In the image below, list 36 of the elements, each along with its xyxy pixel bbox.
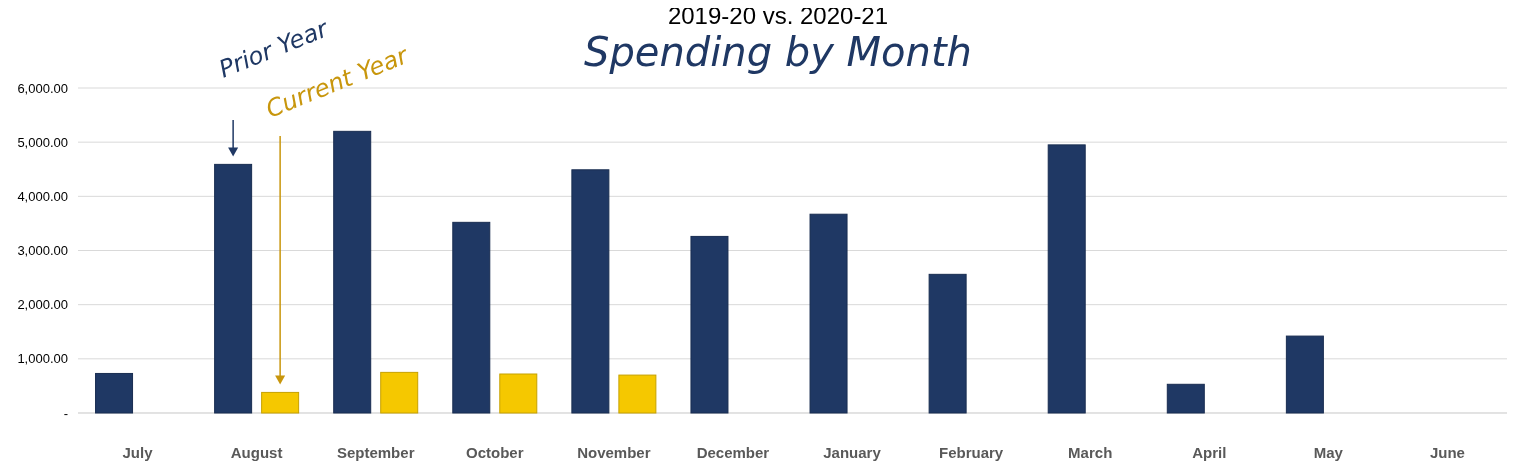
bar (571, 169, 610, 414)
y-tick-label: 6,000.00 (17, 80, 68, 96)
chart-title: 2019-20 vs. 2020-21 (667, 2, 889, 29)
x-tick-label: January (823, 444, 882, 461)
x-tick-label: October (466, 444, 524, 461)
x-tick-label: March (1068, 444, 1113, 461)
bar (618, 374, 657, 414)
x-tick-label: December (696, 444, 770, 461)
bar (333, 130, 372, 414)
bar (95, 372, 134, 414)
x-tick-label: November (577, 444, 651, 461)
y-tick-label: 1,000.00 (17, 351, 68, 367)
x-tick-label: April (1192, 444, 1227, 461)
x-tick-label: May (1313, 444, 1344, 461)
bar (1047, 144, 1086, 414)
bar (261, 391, 300, 414)
bar (380, 371, 419, 414)
bar (690, 235, 729, 414)
x-tick-label: September (336, 444, 415, 461)
bar (499, 373, 538, 414)
bar (809, 213, 848, 414)
chart-subtitle: Spending by Month (584, 29, 972, 75)
y-tick-label: - (63, 405, 68, 421)
x-tick-label: July (122, 444, 154, 461)
bar (452, 221, 491, 414)
bar (214, 163, 253, 414)
x-tick-label: August (230, 444, 283, 461)
y-tick-label: 4,000.00 (17, 188, 68, 204)
bar (1166, 383, 1205, 414)
y-tick-label: 3,000.00 (17, 243, 68, 259)
x-tick-label: February (939, 444, 1004, 461)
bar (928, 273, 967, 414)
x-tick-label: June (1429, 444, 1465, 461)
y-tick-label: 5,000.00 (17, 134, 68, 150)
bar (1285, 335, 1324, 414)
y-tick-label: 2,000.00 (17, 297, 68, 313)
